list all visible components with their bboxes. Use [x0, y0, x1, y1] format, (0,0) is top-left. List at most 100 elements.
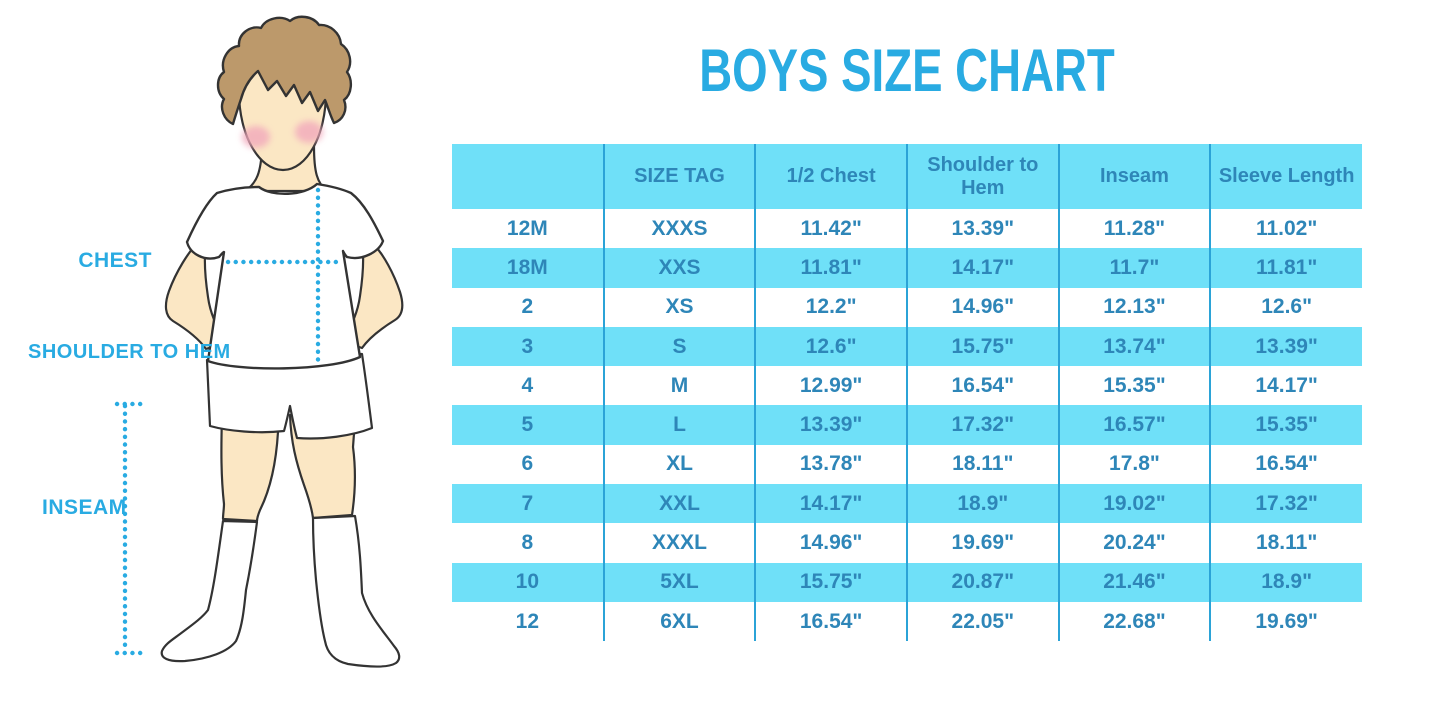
table-cell: 22.68" — [1058, 601, 1212, 642]
table-cell: 6XL — [603, 601, 757, 642]
inseam-label: INSEAM — [42, 496, 127, 519]
table-row: 2 XS 12.2" 14.96" 12.13" 12.6" — [452, 287, 1362, 327]
table-row: 12 6XL 16.54" 22.05" 22.68" 19.69" — [452, 601, 1362, 642]
column-header: 1/2 Chest — [755, 144, 908, 209]
shoulder-to-hem-label: SHOULDER TO HEM — [28, 341, 231, 363]
table-cell: 5XL — [603, 562, 757, 602]
table-cell: 16.54" — [906, 366, 1060, 406]
table-cell: 18.9" — [1210, 562, 1362, 602]
table-row: 3 S 12.6" 15.75" 13.74" 13.39" — [452, 326, 1362, 367]
table-cell: XXXL — [603, 523, 757, 563]
page-title: BOYS SIZE CHART — [699, 37, 1115, 104]
table-cell: 22.05" — [906, 601, 1060, 642]
table-cell: 19.02" — [1058, 484, 1212, 524]
size-table-header: SIZE TAG 1/2 Chest Shoulder to Hem Inseam Sl… — [452, 144, 1362, 209]
table-cell: 16.57" — [1058, 405, 1212, 445]
table-cell: 12.13" — [1058, 287, 1212, 327]
size-table-header-row: SIZE TAG 1/2 Chest Shoulder to Hem Inseam Sl… — [452, 144, 1362, 209]
table-cell: 15.75" — [755, 562, 908, 602]
column-header: Sleeve Length — [1210, 144, 1362, 209]
table-cell: XL — [603, 444, 757, 485]
shorts — [205, 352, 374, 440]
right-cheek — [295, 121, 323, 143]
table-cell: 11.02" — [1210, 209, 1362, 249]
table-cell: 8 — [452, 523, 605, 563]
table-row: 7 XXL 14.17" 18.9" 19.02" 17.32" — [452, 484, 1362, 524]
table-cell: XS — [603, 287, 757, 327]
table-cell: 13.39" — [755, 405, 908, 445]
table-cell: S — [603, 326, 757, 367]
size-table: SIZE TAG 1/2 Chest Shoulder to Hem Inseam Sl… — [452, 144, 1362, 642]
table-cell: 11.42" — [755, 209, 908, 249]
size-table-body: 12M XXXS 11.42" 13.39" 11.28" 11.02" 18M XXS 11.… — [452, 209, 1362, 642]
table-cell: 7 — [452, 484, 605, 524]
left-arm — [164, 238, 228, 351]
table-cell: 13.39" — [906, 209, 1060, 249]
column-header: Shoulder to Hem — [906, 144, 1060, 209]
table-cell: 12.99" — [755, 366, 908, 406]
table-cell: 11.28" — [1058, 209, 1212, 249]
table-row: 18M XXS 11.81" 14.17" 11.7" 11.81" — [452, 248, 1362, 288]
table-cell: L — [603, 405, 757, 445]
table-cell: 17.32" — [906, 405, 1060, 445]
table-cell: 14.96" — [755, 523, 908, 563]
table-row: 10 5XL 15.75" 20.87" 21.46" 18.9" — [452, 562, 1362, 602]
size-table-container: SIZE TAG 1/2 Chest Shoulder to Hem Inseam Sl… — [452, 144, 1362, 642]
table-cell: XXS — [603, 248, 757, 288]
table-cell: 14.96" — [906, 287, 1060, 327]
table-cell: 12.6" — [1210, 287, 1362, 327]
column-header: SIZE TAG — [603, 144, 757, 209]
table-cell: XXXS — [603, 209, 757, 249]
table-row: 4 M 12.99" 16.54" 15.35" 14.17" — [452, 366, 1362, 406]
table-cell: 19.69" — [1210, 601, 1362, 642]
table-cell: 12 — [452, 601, 605, 642]
table-cell: 15.35" — [1210, 405, 1362, 445]
table-cell: 14.17" — [755, 484, 908, 524]
table-cell: 11.81" — [755, 248, 908, 288]
table-cell: 11.81" — [1210, 248, 1362, 288]
table-cell: 5 — [452, 405, 605, 445]
table-row: 5 L 13.39" 17.32" 16.57" 15.35" — [452, 405, 1362, 445]
table-cell: 18.11" — [1210, 523, 1362, 563]
table-cell: 2 — [452, 287, 605, 327]
table-cell: XXL — [603, 484, 757, 524]
boy-figure-illustration — [114, 15, 404, 668]
table-cell: 18M — [452, 248, 605, 288]
table-cell: 19.69" — [906, 523, 1060, 563]
table-cell: 16.54" — [1210, 444, 1362, 485]
table-cell: 14.17" — [906, 248, 1060, 288]
table-cell: 20.24" — [1058, 523, 1212, 563]
table-cell: 15.75" — [906, 326, 1060, 367]
table-cell: 3 — [452, 326, 605, 367]
table-row: 12M XXXS 11.42" 13.39" 11.28" 11.02" — [452, 209, 1362, 249]
table-cell: 20.87" — [906, 562, 1060, 602]
table-cell: 18.9" — [906, 484, 1060, 524]
table-cell: 12.6" — [755, 326, 908, 367]
table-cell: 21.46" — [1058, 562, 1212, 602]
table-cell: 17.32" — [1210, 484, 1362, 524]
chest-label: CHEST — [78, 249, 152, 272]
hair — [216, 15, 352, 126]
right-sock — [311, 514, 401, 668]
table-cell: 11.7" — [1058, 248, 1212, 288]
table-row: 8 XXXL 14.96" 19.69" 20.24" 18.11" — [452, 523, 1362, 563]
table-cell: 13.78" — [755, 444, 908, 485]
table-cell: 14.17" — [1210, 366, 1362, 406]
table-cell: 17.8" — [1058, 444, 1212, 485]
column-header — [452, 144, 605, 209]
table-cell: 4 — [452, 366, 605, 406]
table-cell: 13.39" — [1210, 326, 1362, 367]
column-header: Inseam — [1058, 144, 1212, 209]
left-cheek — [242, 126, 270, 148]
table-cell: 6 — [452, 444, 605, 485]
t-shirt — [185, 182, 385, 370]
right-leg — [288, 413, 357, 520]
table-row: 6 XL 13.78" 18.11" 17.8" 16.54" — [452, 444, 1362, 485]
table-cell: M — [603, 366, 757, 406]
table-cell: 16.54" — [755, 601, 908, 642]
table-cell: 12.2" — [755, 287, 908, 327]
table-cell: 13.74" — [1058, 326, 1212, 367]
table-cell: 18.11" — [906, 444, 1060, 485]
table-cell: 15.35" — [1058, 366, 1212, 406]
